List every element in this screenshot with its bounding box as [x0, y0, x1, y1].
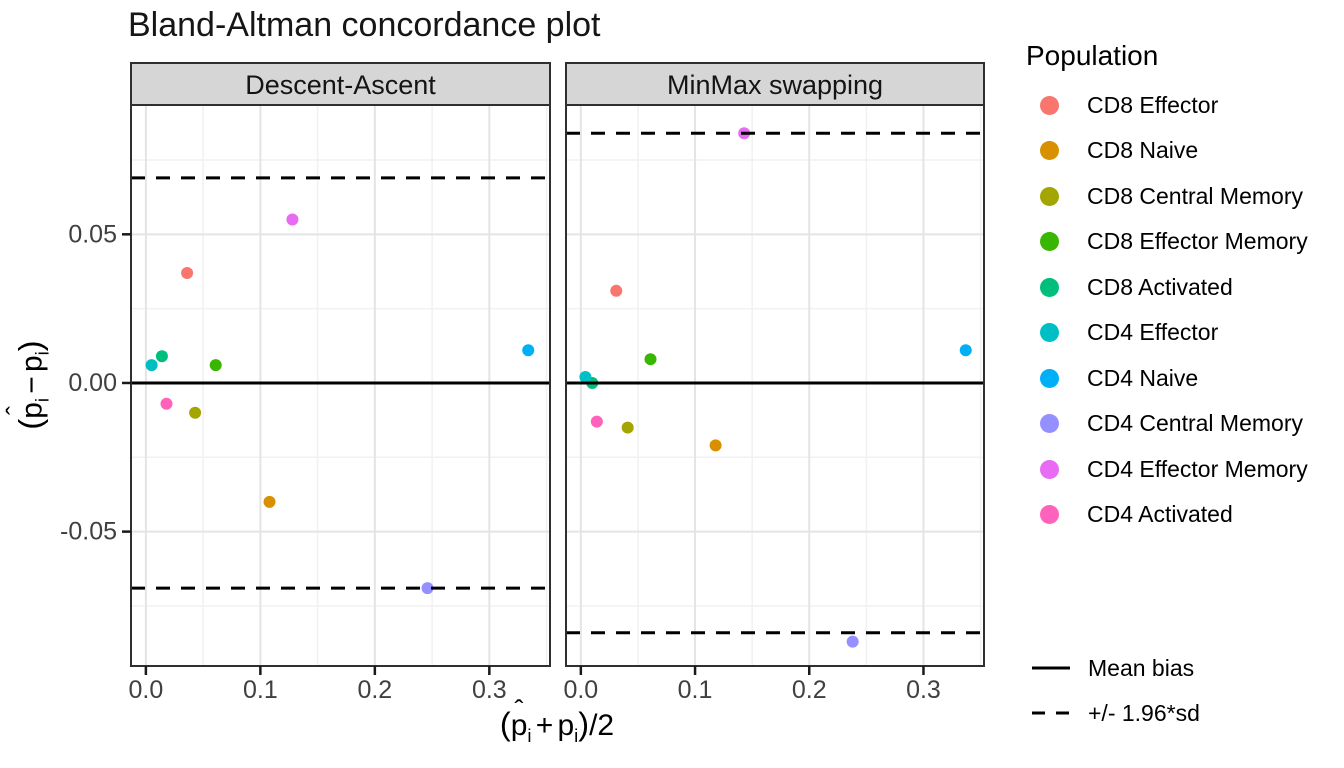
legend-key-dot: [1040, 505, 1059, 524]
x-axis-tick-label: 0.3: [906, 676, 941, 704]
solid-line-key: [1032, 666, 1070, 670]
data-point: [145, 359, 158, 372]
legend-item: CD8 Naive: [1040, 137, 1199, 164]
data-point: [610, 284, 623, 297]
legend-item-label: CD4 Activated: [1087, 501, 1233, 527]
facet-strip-label: MinMax swapping: [667, 70, 883, 100]
legend-item: CD4 Activated: [1040, 501, 1233, 528]
data-point: [621, 421, 634, 434]
data-point: [286, 213, 299, 226]
data-point: [522, 344, 535, 357]
legend-item-label: CD4 Naive: [1087, 364, 1199, 391]
legend-item: CD4 Naive: [1040, 365, 1198, 391]
data-point: [189, 406, 202, 419]
panel-background: [566, 105, 984, 666]
y-axis-tick-label: 0.05: [68, 220, 117, 248]
legend-key-dot: [1040, 459, 1059, 479]
data-point: [181, 266, 194, 279]
chart-title: Bland-Altman concordance plot: [128, 6, 601, 44]
panel-background: [131, 105, 550, 666]
data-point: [155, 350, 168, 363]
legend-key-dot: [1040, 368, 1059, 388]
data-point: [160, 397, 173, 410]
data-point: [209, 359, 222, 372]
data-point: [263, 495, 276, 508]
x-axis-tick-label: 0.1: [678, 676, 713, 704]
legend-item-label: CD4 Effector Memory: [1087, 455, 1308, 482]
legend-item-label: CD8 Effector: [1087, 91, 1219, 118]
x-axis-tick-label: 0.0: [128, 676, 163, 704]
legend-item: CD4 Effector: [1040, 319, 1219, 346]
legend-line-label: +/- 1.96*sd: [1088, 699, 1200, 726]
legend-item: CD8 Central Memory: [1040, 183, 1303, 209]
data-point: [590, 415, 603, 428]
legend-item-label: CD8 Central Memory: [1087, 182, 1303, 209]
legend-item-label: CD8 Activated: [1087, 273, 1233, 300]
data-point: [644, 353, 657, 366]
hat-accent: ˆ: [514, 694, 524, 725]
x-axis-tick-label: 0.0: [563, 676, 598, 704]
legend-item: CD8 Activated: [1040, 274, 1233, 300]
legend-key-dot: [1040, 414, 1059, 433]
data-point: [709, 439, 722, 452]
legend-item: CD8 Effector: [1040, 92, 1218, 118]
data-point: [846, 635, 859, 648]
legend-item: CD4 Central Memory: [1040, 410, 1303, 437]
legend-item-label: CD4 Central Memory: [1087, 410, 1303, 436]
y-axis-tick-label: 0.00: [68, 369, 117, 397]
legend-line-label: Mean bias: [1088, 654, 1195, 681]
facet-strip: [130, 62, 551, 106]
hat-accent: ˆ: [1, 405, 32, 415]
legend-item-label: CD4 Effector: [1087, 319, 1219, 345]
y-axis-title: (p ˆ i−pi): [1, 340, 53, 430]
legend-key-dot: [1040, 186, 1059, 206]
legend-line-item: Mean bias: [1032, 655, 1194, 681]
legend-title: Population: [1026, 40, 1159, 71]
legend-item-label: CD8 Effector Memory: [1087, 228, 1308, 254]
facet-strip-label: Descent-Ascent: [245, 70, 436, 100]
legend-item: CD4 Effector Memory: [1040, 456, 1308, 482]
dashed-line-key: [1032, 711, 1070, 715]
facet-strip: [565, 62, 985, 106]
data-point: [579, 371, 592, 384]
legend-key-dot: [1040, 141, 1059, 160]
legend-key-dot: [1040, 232, 1059, 251]
x-axis-tick-label: 0.2: [792, 676, 827, 704]
legend-item: CD8 Effector Memory: [1040, 228, 1308, 255]
data-point: [959, 344, 972, 357]
legend-item-label: CD8 Naive: [1087, 137, 1199, 163]
legend-key-dot: [1040, 277, 1059, 297]
x-axis-tick-label: 0.3: [472, 676, 507, 704]
x-axis-tick-label: 0.2: [357, 676, 392, 704]
legend-key-dot: [1040, 323, 1059, 342]
legend-key-dot: [1040, 95, 1059, 115]
data-point: [421, 582, 434, 595]
y-axis-tick-label: -0.05: [60, 518, 117, 546]
x-axis-tick-label: 0.1: [243, 676, 278, 704]
x-axis-title: (p ˆ i + pi)/2: [499, 694, 615, 746]
legend-line-item: +/- 1.96*sd: [1032, 700, 1200, 726]
